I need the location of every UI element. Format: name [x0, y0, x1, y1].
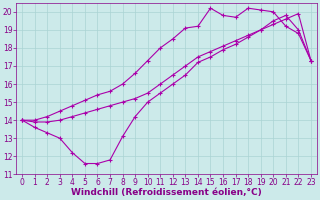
X-axis label: Windchill (Refroidissement éolien,°C): Windchill (Refroidissement éolien,°C) — [71, 188, 262, 197]
